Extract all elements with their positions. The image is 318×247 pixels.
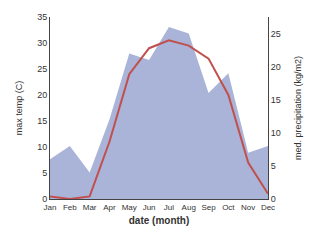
svg-text:0: 0: [42, 194, 47, 204]
svg-text:Jan: Jan: [44, 203, 57, 212]
svg-text:May: May: [122, 203, 137, 212]
svg-text:25: 25: [271, 29, 281, 39]
svg-text:Nov: Nov: [241, 203, 255, 212]
svg-text:0: 0: [271, 194, 276, 204]
svg-text:5: 5: [271, 161, 276, 171]
svg-text:35: 35: [37, 12, 47, 22]
svg-text:5: 5: [42, 168, 47, 178]
svg-text:Mar: Mar: [83, 203, 97, 212]
svg-text:30: 30: [37, 38, 47, 48]
svg-text:Jun: Jun: [143, 203, 156, 212]
svg-text:max temp (C): max temp (C): [14, 81, 24, 136]
svg-text:Aug: Aug: [182, 203, 196, 212]
svg-text:10: 10: [37, 142, 47, 152]
svg-text:20: 20: [271, 62, 281, 72]
svg-text:15: 15: [37, 116, 47, 126]
svg-text:25: 25: [37, 64, 47, 74]
svg-text:Feb: Feb: [63, 203, 77, 212]
svg-text:Apr: Apr: [103, 203, 116, 212]
svg-text:med. precipitation (kg/m2): med. precipitation (kg/m2): [293, 56, 303, 160]
svg-text:Dec: Dec: [261, 203, 275, 212]
svg-text:Sep: Sep: [201, 203, 216, 212]
svg-text:Oct: Oct: [222, 203, 235, 212]
svg-text:date (month): date (month): [129, 215, 190, 226]
svg-text:15: 15: [271, 95, 281, 105]
svg-text:10: 10: [271, 128, 281, 138]
svg-text:Jul: Jul: [164, 203, 174, 212]
svg-text:20: 20: [37, 90, 47, 100]
